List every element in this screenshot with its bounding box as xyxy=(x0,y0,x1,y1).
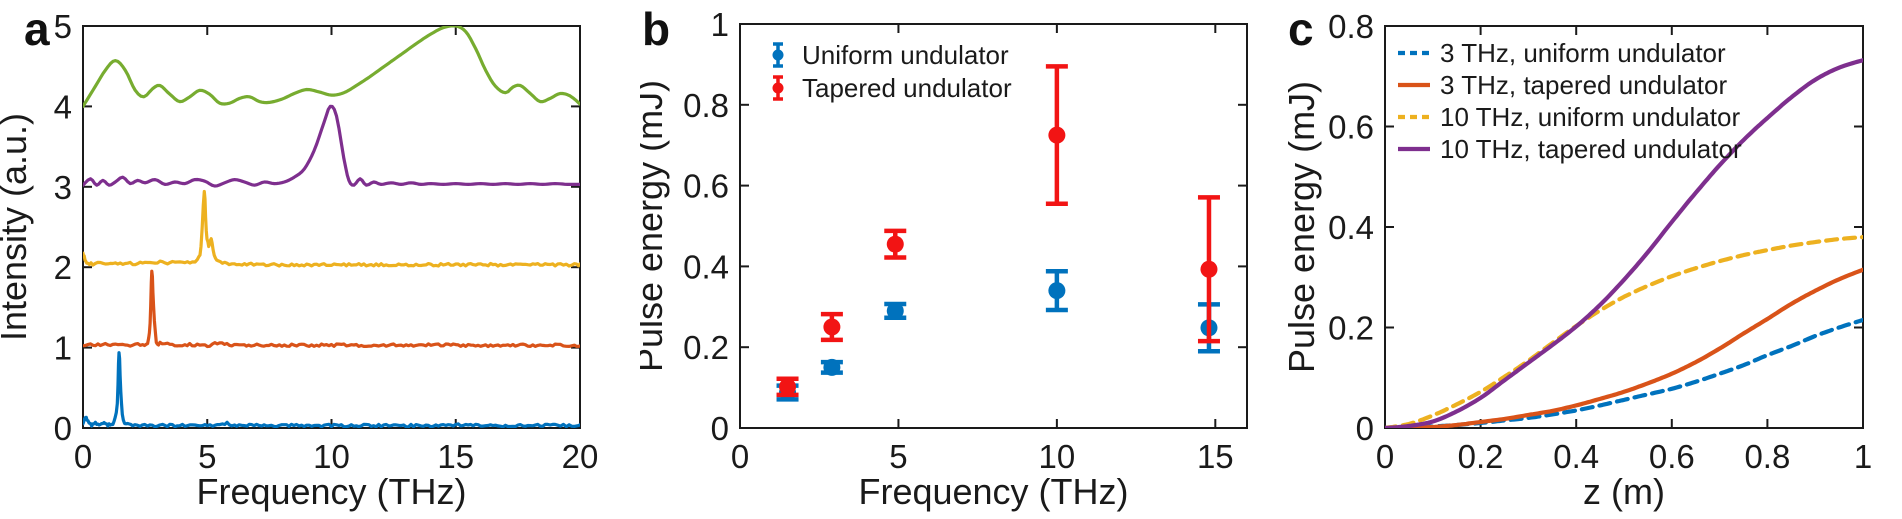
plot-series-c xyxy=(1385,58,1863,428)
y-tick-label: 1 xyxy=(54,330,72,367)
x-tick-label: 5 xyxy=(889,438,907,475)
legend-item-10-thz-uniform-undulator: 10 THz, uniform undulator xyxy=(1398,102,1740,132)
x-axis-label: Frequency (THz) xyxy=(858,471,1128,512)
y-tick-label: 4 xyxy=(54,88,72,125)
x-tick-label: 15 xyxy=(437,438,474,475)
plot-series-a xyxy=(83,26,580,428)
y-tick-label: 0.2 xyxy=(1328,310,1374,347)
labels-b: 0 5 10 15 0 0.2 0.4 0.6 0.8 1 Frequency (THz) Pulse… xyxy=(640,6,1234,512)
x-tick-label: 1 xyxy=(1854,438,1872,475)
x-tick-label: 5 xyxy=(198,438,216,475)
legend-item-10-thz-tapered-undulator: 10 THz, tapered undulator xyxy=(1398,134,1742,164)
y-tick-label: 2 xyxy=(54,249,72,286)
panel-a: a 0 5 10 15 20 0 1 2 3 4 5 Frequency (THz) Intensity… xyxy=(0,0,640,519)
series-errorbars-tapered-undulator xyxy=(776,64,1220,398)
y-axis-label: Pulse energy (mJ) xyxy=(640,80,670,372)
data-point xyxy=(823,318,841,336)
legend-label: Tapered undulator xyxy=(802,73,1012,103)
data-point xyxy=(779,378,797,396)
panel-c-letter: c xyxy=(1288,3,1314,55)
series-line-spectrum-offset-0-peak-1p5thz xyxy=(83,351,580,428)
y-tick-label: 1 xyxy=(711,6,729,43)
y-tick-label: 5 xyxy=(54,8,72,45)
series-line-10-thz-tapered-undulator xyxy=(1385,58,1863,428)
x-tick-label: 0.6 xyxy=(1649,438,1695,475)
y-tick-label: 0 xyxy=(711,410,729,447)
y-tick-label: 0.8 xyxy=(683,87,729,124)
y-tick-label: 3 xyxy=(54,169,72,206)
data-point xyxy=(823,358,841,376)
chart-b-pulse-energy-vs-frequency: 0 5 10 15 0 0.2 0.4 0.6 0.8 1 Frequency (THz) Pulse… xyxy=(640,6,1248,512)
y-tick-label: 0.6 xyxy=(683,168,729,205)
x-axis-label: Frequency (THz) xyxy=(196,471,466,512)
series-line-spectrum-offset-3-peak-10thz xyxy=(83,104,580,188)
x-tick-label: 0 xyxy=(74,438,92,475)
y-tick-label: 0.8 xyxy=(1328,8,1374,45)
legend-label: 10 THz, uniform undulator xyxy=(1440,102,1740,132)
legend-label: Uniform undulator xyxy=(802,40,1009,70)
series-line-spectrum-offset-2-peak-4p9thz xyxy=(83,189,580,268)
x-tick-label: 0.4 xyxy=(1553,438,1599,475)
plot-series-b xyxy=(776,64,1220,402)
legend-item-3-thz-uniform-undulator: 3 THz, uniform undulator xyxy=(1398,38,1726,68)
legend-item-uniform-undulator: Uniform undulator xyxy=(772,40,1009,70)
data-point xyxy=(1048,282,1066,300)
legend-label: 3 THz, tapered undulator xyxy=(1440,70,1727,100)
legend-label: 3 THz, uniform undulator xyxy=(1440,38,1726,68)
chart-c-pulse-energy-vs-z: 0 0.2 0.4 0.6 0.8 1 0 0.2 0.4 0.6 0.8 z (m) Pulse en… xyxy=(1281,8,1872,512)
panel-b-letter: b xyxy=(642,3,671,55)
labels-c: 0 0.2 0.4 0.6 0.8 1 0 0.2 0.4 0.6 0.8 z (m) Pulse en… xyxy=(1281,8,1872,512)
x-tick-label: 0 xyxy=(1376,438,1394,475)
x-tick-label: 10 xyxy=(1039,438,1076,475)
y-tick-label: 0 xyxy=(54,410,72,447)
y-tick-label: 0 xyxy=(1356,410,1374,447)
series-line-10-thz-uniform-undulator xyxy=(1385,235,1863,428)
data-point xyxy=(886,235,904,253)
data-point xyxy=(1048,126,1066,144)
x-tick-label: 0.8 xyxy=(1744,438,1790,475)
x-tick-label: 15 xyxy=(1197,438,1234,475)
y-tick-label: 0.6 xyxy=(1328,109,1374,146)
legend-errorbar-marker-icon xyxy=(772,42,784,68)
data-point xyxy=(886,302,904,320)
legend-label: 10 THz, tapered undulator xyxy=(1440,134,1742,164)
x-tick-label: 20 xyxy=(562,438,599,475)
x-tick-label: 0.2 xyxy=(1458,438,1504,475)
y-axis-label: Pulse energy (mJ) xyxy=(1281,81,1322,373)
data-point xyxy=(1200,260,1218,278)
axes-c xyxy=(1384,25,1864,429)
x-axis-label: z (m) xyxy=(1583,471,1665,512)
panel-a-letter: a xyxy=(24,3,50,55)
y-tick-label: 0.2 xyxy=(683,329,729,366)
y-axis-label: Intensity (a.u.) xyxy=(0,113,34,341)
series-errorbars-uniform-undulator xyxy=(776,268,1220,402)
y-tick-label: 0.4 xyxy=(1328,209,1374,246)
series-line-spectrum-offset-1-peak-2p8thz xyxy=(83,269,580,349)
series-line-3-thz-tapered-undulator xyxy=(1385,267,1863,428)
panel-c: c 0 0.2 0.4 0.6 0.8 1 0 0.2 0.4 0.6 0.8 z (m) Pulse … xyxy=(1280,0,1902,519)
legend-item-3-thz-tapered-undulator: 3 THz, tapered undulator xyxy=(1398,70,1727,100)
series-line-spectrum-offset-4-broadband xyxy=(83,26,580,108)
legend-item-tapered-undulator: Tapered undulator xyxy=(772,73,1012,103)
x-tick-label: 0 xyxy=(731,438,749,475)
legend-errorbar-marker-icon xyxy=(772,75,784,101)
y-tick-label: 0.4 xyxy=(683,248,729,285)
x-tick-label: 10 xyxy=(313,438,350,475)
panel-b: b 0 5 10 15 0 0.2 0.4 0.6 0.8 1 Frequency (THz) Pul… xyxy=(640,0,1280,519)
axes-b xyxy=(739,23,1248,429)
